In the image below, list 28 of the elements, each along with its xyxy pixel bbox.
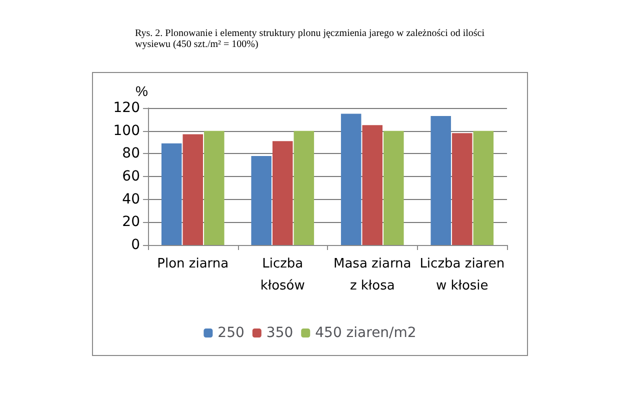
bar <box>251 156 272 245</box>
bar <box>362 125 383 245</box>
x-tick-label: Liczba ziaren w kłosie <box>420 256 505 294</box>
bar <box>294 130 314 245</box>
bar <box>452 133 472 245</box>
y-tick-label: 100 <box>113 122 140 139</box>
y-axis-title: % <box>136 83 148 99</box>
y-tick-label: 80 <box>122 146 140 162</box>
y-tick-label: 0 <box>131 237 140 253</box>
bar <box>272 141 293 245</box>
y-tick-label: 120 <box>113 100 140 116</box>
y-tick-label: 20 <box>122 214 140 230</box>
bar <box>473 130 494 245</box>
bar <box>204 130 224 245</box>
x-tick-label: Masa ziarna z kłosa <box>333 256 412 294</box>
x-tick-label: Liczba kłosów <box>260 256 306 294</box>
bar <box>182 134 204 245</box>
y-tick-label: 40 <box>122 191 140 208</box>
bar <box>161 143 182 245</box>
bar <box>340 114 362 245</box>
x-tick-label: Plon ziarna <box>157 256 229 272</box>
bar <box>430 116 451 245</box>
y-tick-label: 60 <box>122 168 140 184</box>
bar <box>384 130 404 245</box>
legend-label: 450 ziaren/m2 <box>315 325 416 341</box>
legend-label: 350 <box>266 325 294 341</box>
legend-label: 250 <box>218 325 244 341</box>
chart-title: Rys. 2. Plonowanie i elementy struktury plonu jęczmienia jarego w zależności od ilości wysiewu (450 szt./m² = 100%) <box>135 28 486 50</box>
